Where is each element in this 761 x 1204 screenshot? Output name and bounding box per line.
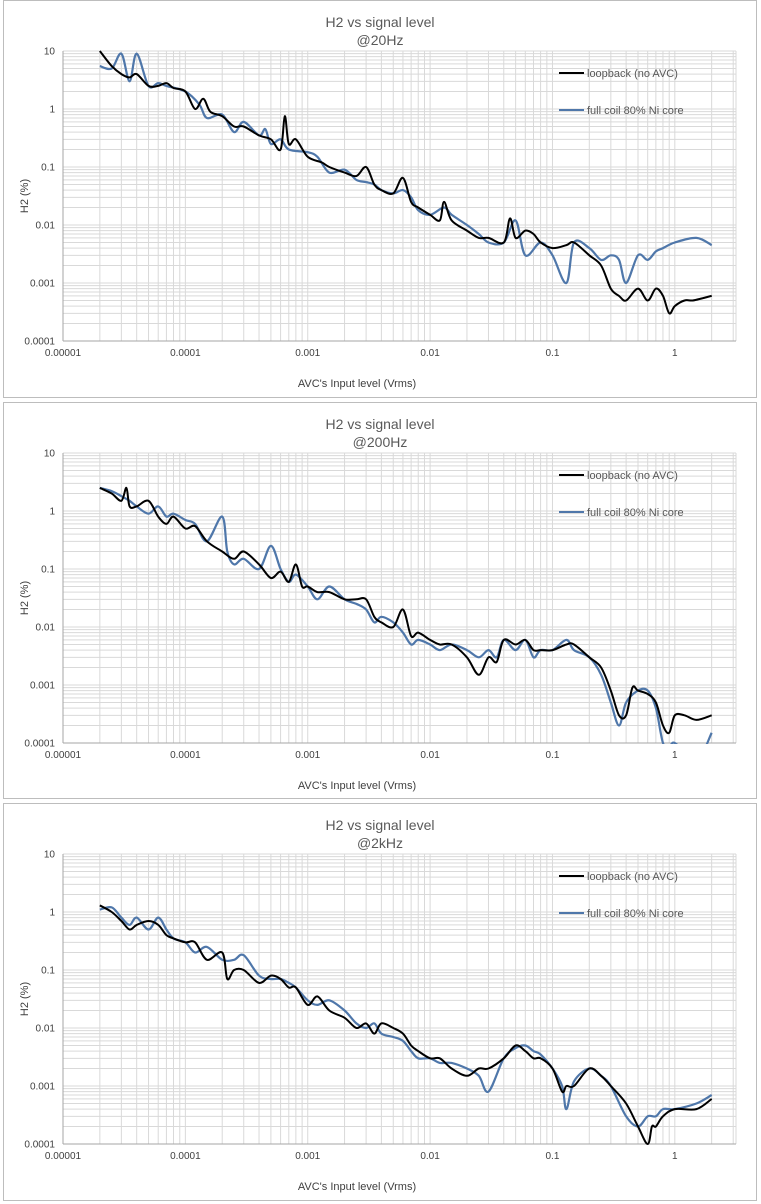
gridlines	[62, 452, 737, 744]
x-tick-label: 0.001	[295, 1151, 320, 1162]
x-tick-label: 0.01	[420, 750, 440, 761]
y-axis-title: H2 (%)	[19, 179, 31, 213]
y-tick-label: 0.0001	[24, 337, 55, 348]
chart-20hz: H2 vs signal level @20Hz 0.0001 0.001 0.01 0.…	[19, 14, 737, 390]
x-axis-title: AVC's Input level (Vrms)	[298, 780, 416, 792]
y-tick-label: 0.01	[36, 1024, 56, 1035]
chart-subtitle: @2kHz	[357, 835, 403, 851]
y-tick-label: 0.1	[41, 966, 55, 977]
y-tick-label: 0.1	[41, 163, 55, 174]
chart-subtitle: @20Hz	[357, 32, 404, 48]
x-tick-label: 0.1	[546, 750, 560, 761]
y-axis-title: H2 (%)	[19, 581, 31, 615]
y-axis-title: H2 (%)	[19, 982, 31, 1016]
y-tick-label: 0.1	[41, 565, 55, 576]
gridlines	[62, 50, 737, 342]
chart-200hz: H2 vs signal level @200Hz 0.0001 0.001 0.01 0…	[19, 416, 737, 792]
legend-label: full coil 80% Ni core	[587, 908, 684, 920]
y-tick-label: 1	[49, 908, 55, 919]
x-tick-label: 0.01	[420, 1151, 440, 1162]
legend: loopback (no AVC) full coil 80% Ni core	[559, 871, 684, 920]
x-tick-label: 0.00001	[45, 348, 82, 359]
series-line-loopback	[99, 904, 713, 1145]
series-line-loopback	[99, 486, 713, 735]
x-tick-label: 0.01	[420, 348, 440, 359]
legend-label: loopback (no AVC)	[587, 470, 678, 482]
x-axis-title: AVC's Input level (Vrms)	[298, 1181, 416, 1193]
x-tick-label: 0.1	[546, 348, 560, 359]
y-tick-label: 0.01	[36, 221, 56, 232]
chart-title: H2 vs signal level	[326, 817, 435, 833]
chart-panel-20hz: H2 vs signal level @20Hz 0.0001 0.001 0.01 0.…	[3, 0, 757, 398]
y-tick-label: 10	[44, 47, 56, 58]
x-axis-title: AVC's Input level (Vrms)	[298, 378, 416, 390]
y-tick-label: 0.001	[30, 681, 55, 692]
series-line-full-coil	[99, 486, 713, 744]
legend-label: loopback (no AVC)	[587, 68, 678, 80]
gridlines	[62, 853, 737, 1145]
legend-label: loopback (no AVC)	[587, 871, 678, 883]
chart-title: H2 vs signal level	[326, 416, 435, 432]
series-line-loopback	[99, 50, 712, 315]
legend: loopback (no AVC) full coil 80% Ni core	[559, 470, 684, 519]
x-tick-label: 0.1	[546, 1151, 560, 1162]
series-line-full-coil	[99, 52, 713, 285]
y-tick-label: 10	[44, 449, 56, 460]
chart-panel-2khz: H2 vs signal level @2kHz 0.0001 0.001 0.01 0.…	[3, 803, 757, 1201]
y-tick-label: 0.001	[30, 279, 55, 290]
y-tick-label: 10	[44, 850, 56, 861]
chart-panel-200hz: H2 vs signal level @200Hz 0.0001 0.001 0.01 0…	[3, 402, 757, 799]
legend-label: full coil 80% Ni core	[587, 507, 684, 519]
legend-label: full coil 80% Ni core	[587, 105, 684, 117]
chart-subtitle: @200Hz	[353, 434, 408, 450]
series-line-full-coil	[99, 906, 713, 1128]
legend: loopback (no AVC) full coil 80% Ni core	[559, 68, 684, 117]
y-tick-label: 1	[49, 507, 55, 518]
x-tick-label: 0.0001	[170, 750, 201, 761]
x-tick-label: 1	[672, 1151, 678, 1162]
x-tick-label: 0.00001	[45, 750, 82, 761]
y-tick-label: 0.01	[36, 623, 56, 634]
chart-2khz: H2 vs signal level @2kHz 0.0001 0.001 0.01 0.…	[19, 817, 737, 1193]
x-tick-label: 0.0001	[170, 1151, 201, 1162]
y-tick-label: 0.0001	[24, 739, 55, 750]
x-tick-label: 0.001	[295, 750, 320, 761]
x-tick-label: 1	[672, 750, 678, 761]
x-tick-label: 0.0001	[170, 348, 201, 359]
y-tick-label: 0.0001	[24, 1140, 55, 1151]
y-tick-label: 0.001	[30, 1082, 55, 1093]
x-tick-label: 1	[672, 348, 678, 359]
chart-title: H2 vs signal level	[326, 14, 435, 30]
y-tick-label: 1	[49, 105, 55, 116]
x-tick-label: 0.001	[295, 348, 320, 359]
x-tick-label: 0.00001	[45, 1151, 82, 1162]
